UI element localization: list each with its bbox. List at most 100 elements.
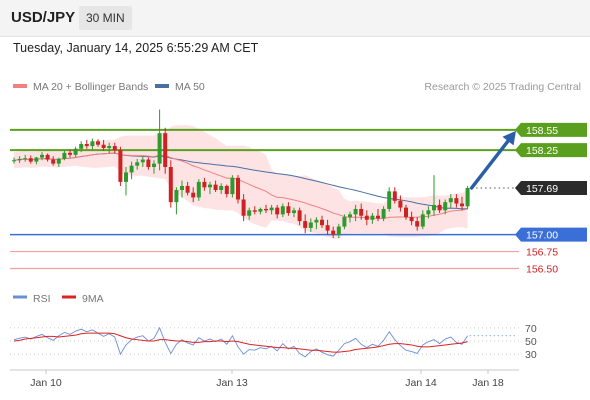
level-label-156.75: 156.75 [526, 247, 558, 259]
candle [286, 202, 291, 216]
timeframe-button[interactable]: 30 MIN [79, 6, 132, 30]
level-tag-157.69 [515, 180, 587, 195]
time-tick-label: Jan 18 [472, 377, 504, 389]
candle [152, 160, 156, 174]
candle [381, 206, 386, 222]
candle [84, 139, 89, 149]
rsi-ma-legend-label: 9MA [82, 293, 104, 305]
candle [62, 150, 67, 161]
candle [73, 146, 78, 157]
candle [370, 213, 375, 224]
level-label-157.00: 157.00 [526, 230, 558, 242]
candle [331, 226, 336, 239]
candle [308, 218, 313, 232]
candle [320, 215, 324, 228]
level-label-158.55: 158.55 [526, 125, 558, 137]
moving-averages [13, 152, 468, 220]
candle [112, 142, 117, 154]
candle [241, 194, 246, 222]
candle [17, 156, 22, 163]
candle [398, 195, 403, 212]
candle [40, 152, 44, 161]
candle [191, 187, 196, 203]
candles [12, 109, 470, 239]
price-level-labels: 158.55 158.25 157.69 157.00 156.75 156.50 [515, 122, 587, 275]
rsi-legend-label: RSI [33, 293, 51, 305]
level-label-158.25: 158.25 [526, 145, 558, 157]
candle [135, 158, 140, 170]
header-bar: USD/JPY 30 MIN [0, 0, 590, 37]
forecast-arrow-head [502, 130, 516, 146]
rsi-line [13, 326, 468, 358]
candle [213, 180, 218, 193]
candle [297, 207, 302, 226]
candle [146, 157, 151, 170]
candle [12, 157, 16, 164]
candle [465, 185, 470, 209]
candle [196, 179, 201, 201]
candle [96, 139, 100, 147]
candle [353, 204, 358, 222]
ma20-line [13, 152, 468, 220]
candle [23, 154, 28, 162]
credit-label: Research © 2025 Trading Central [424, 81, 581, 93]
level-tag-157.00 [515, 227, 587, 242]
bollinger-band-area [14, 125, 468, 240]
bollinger-bands [14, 125, 468, 240]
candle [34, 156, 39, 165]
candle [420, 210, 425, 230]
candle [448, 194, 453, 208]
level-label-156.50: 156.50 [526, 263, 558, 275]
candle [303, 214, 308, 234]
candle [129, 161, 134, 180]
ma20-legend-swatch [13, 84, 27, 88]
chart-datetime: Tuesday, January 14, 2025 6:55:29 AM CET [13, 41, 259, 55]
candle [224, 184, 229, 198]
candle [101, 139, 106, 151]
candle [364, 210, 369, 226]
ma50-legend-label: MA 50 [175, 81, 205, 93]
candle [202, 177, 207, 191]
candle [409, 211, 414, 226]
forecast-arrow-shaft [469, 139, 510, 190]
level-tag-158.25 [515, 143, 587, 158]
candle [275, 204, 280, 219]
candle [348, 211, 352, 223]
candle [292, 207, 296, 218]
candle [336, 223, 341, 239]
candle [230, 175, 235, 198]
candle [45, 153, 50, 162]
candle [359, 203, 364, 220]
time-tick-label: Jan 13 [216, 377, 248, 389]
candle [258, 207, 263, 215]
rsi-lines [13, 326, 515, 358]
candle [342, 214, 347, 230]
rsi-ma-line [13, 332, 468, 353]
candle [107, 142, 112, 154]
candle [437, 199, 442, 214]
candle [376, 208, 380, 222]
candle [219, 183, 224, 195]
candle [247, 207, 252, 220]
ma50-legend-swatch [155, 84, 169, 88]
candle [180, 180, 184, 198]
candle [460, 196, 464, 211]
candle [208, 181, 212, 195]
level-label-157.69: 157.69 [526, 183, 558, 195]
rsi-tick-50: 50 [525, 336, 537, 348]
candle [404, 204, 408, 220]
rsi-tick-70: 70 [525, 323, 537, 335]
candle [157, 109, 162, 171]
candle [432, 175, 436, 216]
candle [387, 187, 392, 212]
candle [140, 156, 145, 168]
candle [454, 194, 459, 208]
candle [90, 138, 95, 150]
candle [163, 127, 168, 174]
candle [185, 181, 190, 196]
time-axis-ticks: Jan 10 Jan 13 Jan 14 Jan 18 [30, 370, 504, 389]
candle [325, 219, 330, 235]
candle [118, 146, 123, 186]
